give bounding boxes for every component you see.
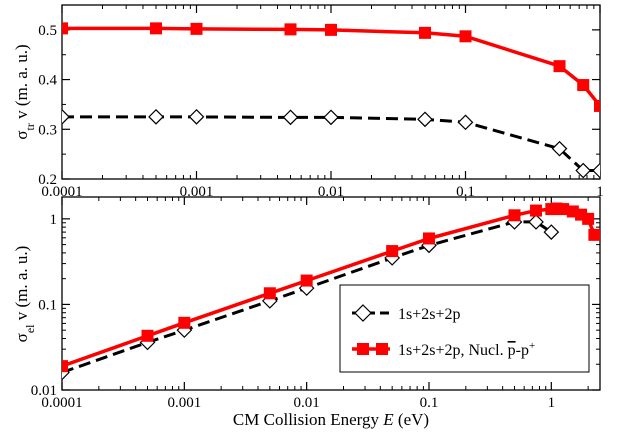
top-square-point — [190, 22, 203, 35]
top-square-point — [594, 99, 600, 112]
bottom-plot-frame — [61, 196, 601, 391]
bottom-square-point — [300, 274, 313, 287]
x-axis-label: CM Collision Energy E (eV) — [233, 410, 429, 429]
bottom-square-point — [141, 329, 154, 342]
top-square-point — [419, 26, 432, 39]
bottom-square-point — [62, 360, 68, 373]
y-tick-label: 0.2 — [38, 172, 57, 188]
y-tick-label: 0.5 — [38, 23, 57, 39]
x-tick-label: 1 — [548, 395, 556, 411]
bottom-square-point — [530, 204, 543, 217]
legend-label-2: 1s+2s+2p, Nucl. p-p+ — [398, 340, 535, 359]
x-tick-label: 0.001 — [167, 395, 201, 411]
top-square-point — [577, 79, 590, 92]
x-tick-label: 0.01 — [318, 184, 344, 200]
top-diamond-point — [282, 109, 299, 126]
y-tick-label: 0.3 — [38, 122, 57, 138]
x-tick-label: 0.0001 — [41, 395, 82, 411]
x-tick-label: 1 — [596, 184, 604, 200]
top-diamond-point — [417, 111, 433, 128]
y-tick-label: 1 — [50, 212, 58, 228]
y-tick-label: 0.01 — [31, 383, 57, 399]
y-tick-label: 0.1 — [38, 297, 57, 313]
top-diamond-point — [551, 140, 568, 157]
top-y-axis-label: σtr v (m. a. u.) — [12, 44, 37, 139]
top-series-line-1 — [62, 26, 600, 107]
x-tick-label: 0.01 — [294, 395, 320, 411]
top-diamond-point — [62, 109, 70, 125]
bottom-diamond-point — [543, 224, 560, 240]
top-diamond-point — [575, 162, 592, 179]
bottom-square-point — [557, 203, 570, 216]
bottom-square-point — [263, 287, 276, 300]
top-square-point — [284, 23, 297, 36]
top-ticks: 0.0001 0.001 0.01 0.1 1 0.2 0.3 0.4 0.5 — [38, 4, 604, 200]
top-diamond-point — [592, 162, 600, 179]
top-square-point — [459, 30, 472, 43]
bottom-square-point — [422, 232, 435, 245]
legend-box — [339, 284, 590, 373]
x-tick-label: 0.0001 — [41, 184, 82, 200]
top-series — [62, 22, 600, 179]
top-panel: 0.0001 0.001 0.01 0.1 1 0.2 0.3 0.4 0.5 σtr v (m… — [12, 4, 604, 200]
legend-square-marker-2 — [376, 343, 388, 355]
bottom-series-line-0 — [62, 220, 553, 374]
bottom-square-point — [588, 228, 600, 241]
legend-item-dft: 1s+2s+2p — [352, 304, 461, 323]
x-tick-label: 0.1 — [420, 395, 439, 411]
x-tick-label: 0.001 — [180, 184, 214, 200]
top-series-clip — [62, 22, 600, 179]
top-diamond-point — [323, 109, 339, 126]
bottom-square-point — [386, 245, 399, 258]
top-square-point — [553, 60, 566, 73]
bottom-series-clip — [62, 202, 600, 381]
bottom-y-axis-label: σel v (m. a. u.) — [12, 246, 37, 343]
bottom-diamond-point — [528, 214, 544, 230]
bottom-square-point — [178, 316, 191, 329]
legend: 1s+2s+2p 1s+2s+2p, Nucl. p-p+ — [339, 284, 590, 373]
legend-label-1: 1s+2s+2p — [398, 306, 461, 323]
bottom-panel: 0.0001 0.001 0.01 0.1 1 0.01 0.1 1 σel v (m. a.… — [12, 196, 601, 429]
top-diamond-point — [148, 109, 164, 125]
top-diamond-point — [188, 109, 205, 125]
bottom-square-point — [582, 212, 595, 225]
legend-diamond-marker — [354, 304, 372, 322]
top-diamond-point — [457, 114, 474, 131]
y-tick-label: 0.4 — [38, 73, 57, 89]
top-square-point — [62, 22, 68, 35]
top-series-line-0 — [62, 115, 600, 172]
x-tick-label: 0.1 — [456, 184, 475, 200]
legend-square-marker — [357, 343, 369, 355]
top-square-point — [325, 23, 337, 36]
top-square-point — [150, 22, 163, 35]
legend-item-nucl: 1s+2s+2p, Nucl. p-p+ — [352, 340, 535, 359]
bottom-ticks: 0.0001 0.001 0.01 0.1 1 0.01 0.1 1 — [31, 197, 600, 411]
bottom-square-point — [508, 209, 521, 222]
bottom-series — [62, 202, 600, 381]
